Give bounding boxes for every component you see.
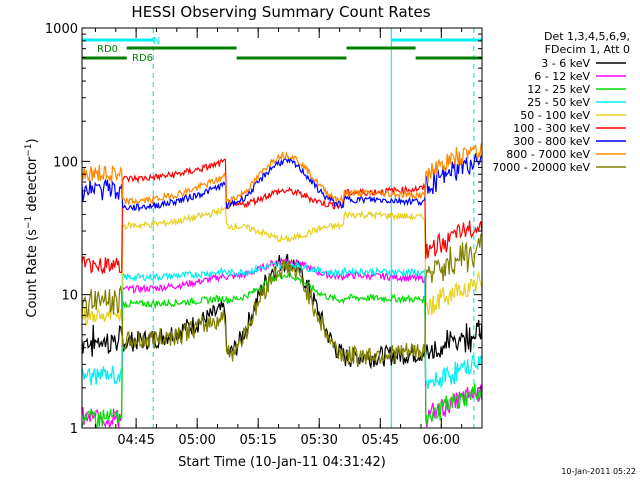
timestamp-label: 10-Jan-2011 05:22 — [561, 467, 636, 476]
chart-title: HESSI Observing Summary Count Rates — [131, 3, 430, 21]
y-axis-label-mid: detector — [25, 156, 40, 216]
x-tick-label: 05:00 — [178, 433, 215, 448]
plot-frame — [81, 27, 483, 429]
series-line-4 — [82, 205, 482, 327]
legend-entry-label: 6 - 12 keV — [534, 70, 590, 83]
y-tick-label: 1000 — [45, 22, 78, 37]
legend-entry-label: 100 - 300 keV — [513, 122, 590, 135]
x-tick-label: 05:30 — [300, 433, 337, 448]
legend-entry-label: 300 - 800 keV — [513, 135, 590, 148]
legend-header-line: FDecim 1, Att 0 — [545, 43, 630, 56]
y-axis-label-sup1: −1 — [24, 216, 34, 229]
y-axis-label-sup2: −1 — [24, 143, 34, 156]
series-line-2 — [82, 271, 482, 428]
y-axis-label-suffix: ) — [25, 138, 40, 143]
y-tick-label: 100 — [53, 155, 78, 170]
status-label-rd6: RD6 — [132, 53, 153, 64]
legend-entry-label: 800 - 7000 keV — [506, 148, 590, 161]
legend-entry-label: 7000 - 20000 keV — [492, 161, 590, 174]
series-line-7 — [82, 142, 482, 205]
y-axis-label: Count Rate (s−1 detector−1) — [24, 138, 40, 317]
y-axis-label-prefix: Count Rate (s — [25, 229, 40, 318]
y-tick-label: 10 — [61, 289, 78, 304]
series-line-5 — [82, 158, 482, 275]
x-tick-label: 05:15 — [239, 433, 276, 448]
legend-entry-label: 25 - 50 keV — [527, 96, 590, 109]
x-tick-label: 04:45 — [117, 433, 154, 448]
legend-entry-label: 50 - 100 keV — [520, 109, 590, 122]
x-axis: 04:45 05:00 05:15 05:30 05:45 06:00 — [94, 28, 463, 448]
series-line-6 — [82, 153, 482, 213]
plot-area: N RD0 RD6 — [82, 28, 482, 428]
series-line-3 — [82, 260, 482, 389]
x-tick-label: 05:45 — [362, 433, 399, 448]
status-label-rd0: RD0 — [97, 44, 118, 55]
series-line-1 — [82, 257, 482, 428]
status-label-n: N — [153, 36, 160, 47]
legend-entry-label: 3 - 6 keV — [541, 57, 590, 70]
legend-header-line: Det 1,3,4,5,6,9, — [544, 30, 630, 43]
legend-entry-label: 12 - 25 keV — [527, 83, 590, 96]
x-axis-label: Start Time (10-Jan-11 04:31:42) — [178, 455, 386, 470]
y-axis: 1 10 100 1000 — [45, 22, 482, 437]
legend: Det 1,3,4,5,6,9,FDecim 1, Att 03 - 6 keV… — [492, 30, 630, 174]
series-line-8 — [82, 233, 482, 366]
x-tick-label: 06:00 — [423, 433, 460, 448]
y-tick-label: 1 — [70, 422, 78, 437]
